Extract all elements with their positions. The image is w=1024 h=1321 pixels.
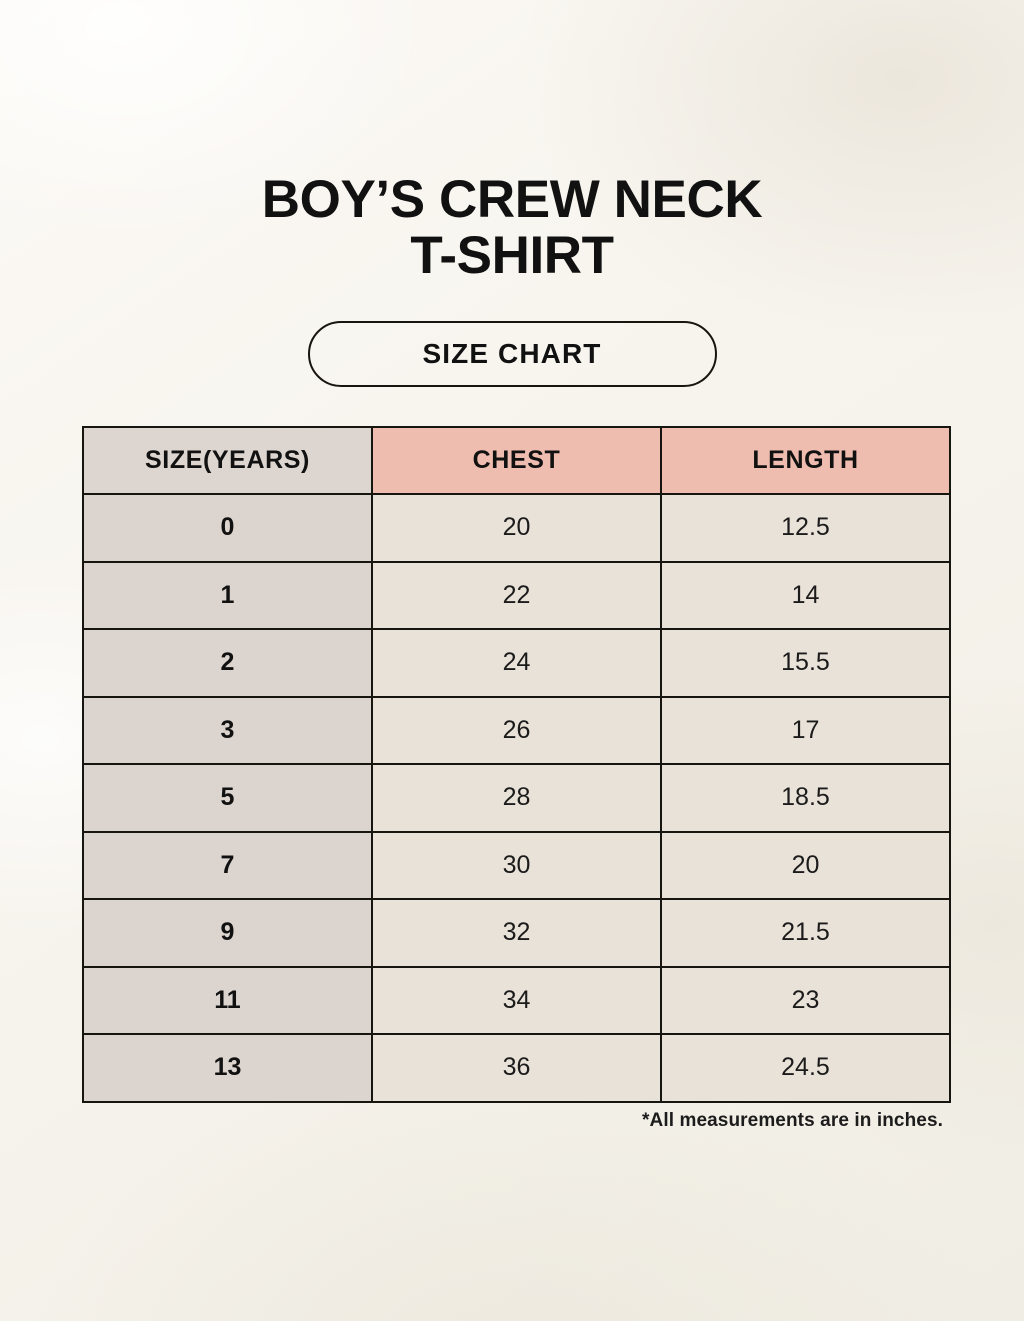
table-row: 1 22 14	[82, 560, 951, 630]
cell-size: 3	[82, 695, 373, 765]
cell-chest: 30	[371, 830, 662, 900]
size-chart-pill-container: SIZE CHART	[0, 321, 1024, 387]
cell-length: 17	[660, 695, 951, 765]
cell-size: 2	[82, 628, 373, 698]
cell-length: 20	[660, 830, 951, 900]
table-row: 11 34 23	[82, 965, 951, 1035]
cell-size: 9	[82, 898, 373, 968]
size-chart-pill: SIZE CHART	[307, 321, 717, 387]
table-row: 0 20 12.5	[82, 493, 951, 563]
size-chart-pill-label: SIZE CHART	[422, 338, 602, 369]
cell-length: 24.5	[660, 1033, 951, 1103]
title-line-2: T-SHIRT	[410, 226, 614, 285]
column-header-size: SIZE(YEARS)	[82, 426, 373, 495]
size-table: SIZE(YEARS) CHEST LENGTH 0 20 12.5 1 22 …	[82, 426, 951, 1103]
column-header-chest: CHEST	[371, 426, 662, 495]
cell-length: 14	[660, 560, 951, 630]
cell-length: 21.5	[660, 898, 951, 968]
cell-chest: 34	[371, 965, 662, 1035]
size-table-head: SIZE(YEARS) CHEST LENGTH	[82, 426, 951, 495]
size-table-body: 0 20 12.5 1 22 14 2 24 15.5 3 26 17	[82, 493, 951, 1103]
cell-size: 5	[82, 763, 373, 833]
table-row: 9 32 21.5	[82, 898, 951, 968]
cell-size: 0	[82, 493, 373, 563]
cell-size: 11	[82, 965, 373, 1035]
cell-length: 18.5	[660, 763, 951, 833]
cell-chest: 22	[371, 560, 662, 630]
cell-size: 1	[82, 560, 373, 630]
table-row: 7 30 20	[82, 830, 951, 900]
cell-chest: 20	[371, 493, 662, 563]
cell-length: 15.5	[660, 628, 951, 698]
cell-length: 12.5	[660, 493, 951, 563]
table-row: 2 24 15.5	[82, 628, 951, 698]
cell-chest: 36	[371, 1033, 662, 1103]
cell-chest: 28	[371, 763, 662, 833]
cell-length: 23	[660, 965, 951, 1035]
cell-chest: 32	[371, 898, 662, 968]
size-table-container: SIZE(YEARS) CHEST LENGTH 0 20 12.5 1 22 …	[82, 426, 951, 1103]
cell-chest: 26	[371, 695, 662, 765]
column-header-length: LENGTH	[660, 426, 951, 495]
page-title: BOY’S CREW NECK T-SHIRT	[0, 172, 1024, 284]
cell-chest: 24	[371, 628, 662, 698]
table-header-row: SIZE(YEARS) CHEST LENGTH	[82, 426, 951, 495]
title-line-1: BOY’S CREW NECK	[261, 170, 763, 229]
table-row: 5 28 18.5	[82, 763, 951, 833]
table-row: 13 36 24.5	[82, 1033, 951, 1103]
table-row: 3 26 17	[82, 695, 951, 765]
cell-size: 13	[82, 1033, 373, 1103]
measurements-footnote: *All measurements are in inches.	[642, 1110, 943, 1131]
cell-size: 7	[82, 830, 373, 900]
